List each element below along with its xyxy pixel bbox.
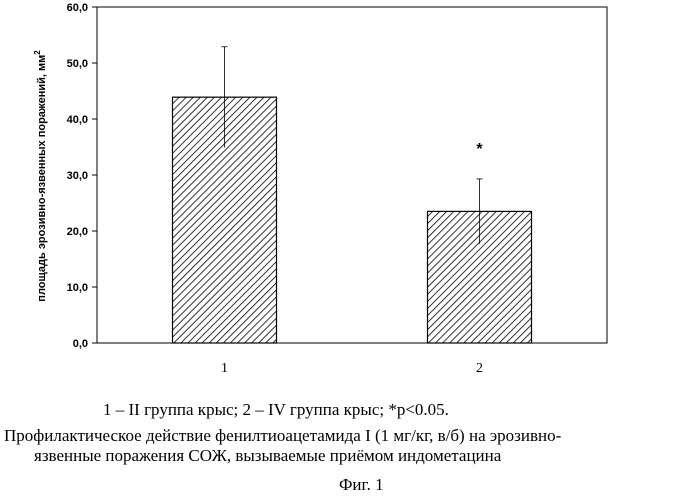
- figure-description-line-2: язвенные поражения СОЖ, вызываемые приём…: [4, 446, 561, 466]
- y-axis-title-superscript: 2: [33, 50, 42, 55]
- y-axis-title-text: площадь эрозивно-язвенных поражений, мм: [36, 55, 48, 302]
- x-axis: 12: [221, 361, 483, 376]
- y-tick-label: 30,0: [67, 170, 88, 182]
- y-tick-label: 60,0: [67, 2, 88, 14]
- y-tick-label: 50,0: [67, 58, 88, 70]
- figure-label: Фиг. 1: [339, 475, 384, 495]
- y-tick-label: 10,0: [67, 282, 88, 294]
- y-axis-title: площадь эрозивно-язвенных поражений, мм2: [33, 50, 48, 302]
- bars: *: [173, 47, 532, 343]
- y-tick-label: 20,0: [67, 226, 88, 238]
- bar-chart: 0,010,020,030,040,050,060,0 12 * площадь…: [0, 0, 700, 395]
- x-tick-label: 2: [476, 361, 483, 376]
- x-tick-label: 1: [221, 361, 228, 376]
- figure-description-line-1: Профилактическое действие фенилтиоацетам…: [4, 426, 561, 446]
- y-tick-label: 40,0: [67, 114, 88, 126]
- significance-marker: *: [476, 141, 483, 158]
- figure-description: Профилактическое действие фенилтиоацетам…: [4, 426, 561, 466]
- y-tick-label: 0,0: [73, 338, 88, 350]
- figure-legend-caption: 1 – II группа крыс; 2 – IV группа крыс; …: [103, 400, 449, 420]
